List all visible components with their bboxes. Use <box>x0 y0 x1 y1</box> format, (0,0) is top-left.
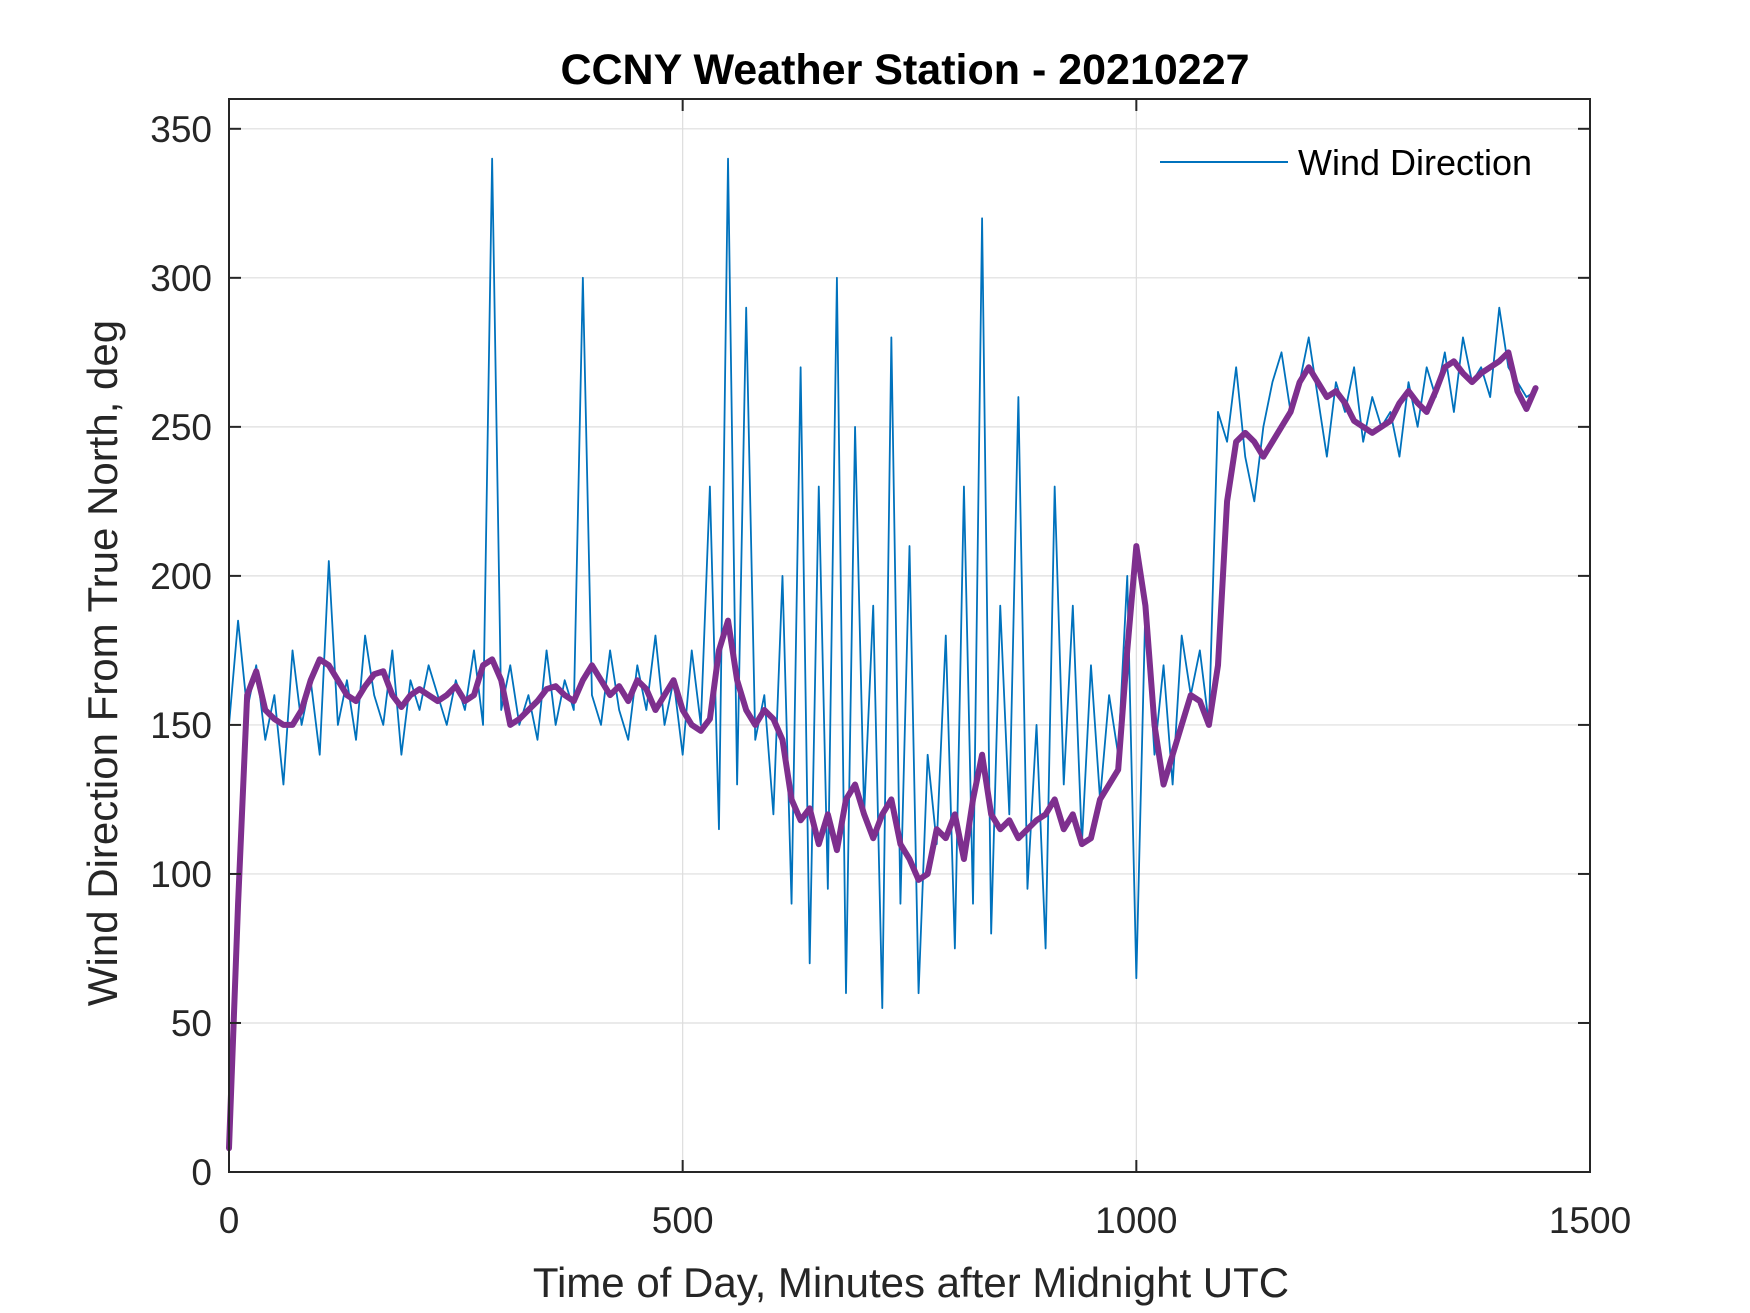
y-tick-label: 200 <box>150 556 212 597</box>
y-axis-label: Wind Direction From True North, deg <box>79 320 126 1006</box>
y-tick-label: 150 <box>150 705 212 746</box>
axes-box <box>228 98 1591 1173</box>
legend: Wind Direction <box>1160 142 1532 183</box>
y-tick-label: 250 <box>150 407 212 448</box>
y-tick-label: 50 <box>171 1003 212 1044</box>
x-tick-label: 1500 <box>1549 1200 1631 1241</box>
x-axis-label: Time of Day, Minutes after Midnight UTC <box>533 1259 1289 1306</box>
x-tick-label: 1000 <box>1095 1200 1177 1241</box>
series-line-wind-direction <box>228 157 1537 1009</box>
x-tick-label: 0 <box>219 1200 240 1241</box>
y-tick-label: 0 <box>191 1152 212 1193</box>
y-tick-label: 300 <box>150 258 212 299</box>
x-tick-label: 500 <box>652 1200 714 1241</box>
y-tick-label: 350 <box>150 109 212 150</box>
legend-label-wind-direction: Wind Direction <box>1298 142 1532 183</box>
plot-area: 0 500 1000 1500 0 50 100 150 200 250 300 350 <box>150 99 1631 1241</box>
smoothed-series-line <box>226 349 1539 1152</box>
chart-title: CCNY Weather Station - 20210227 <box>560 46 1249 94</box>
y-tick-label: 100 <box>150 854 212 895</box>
